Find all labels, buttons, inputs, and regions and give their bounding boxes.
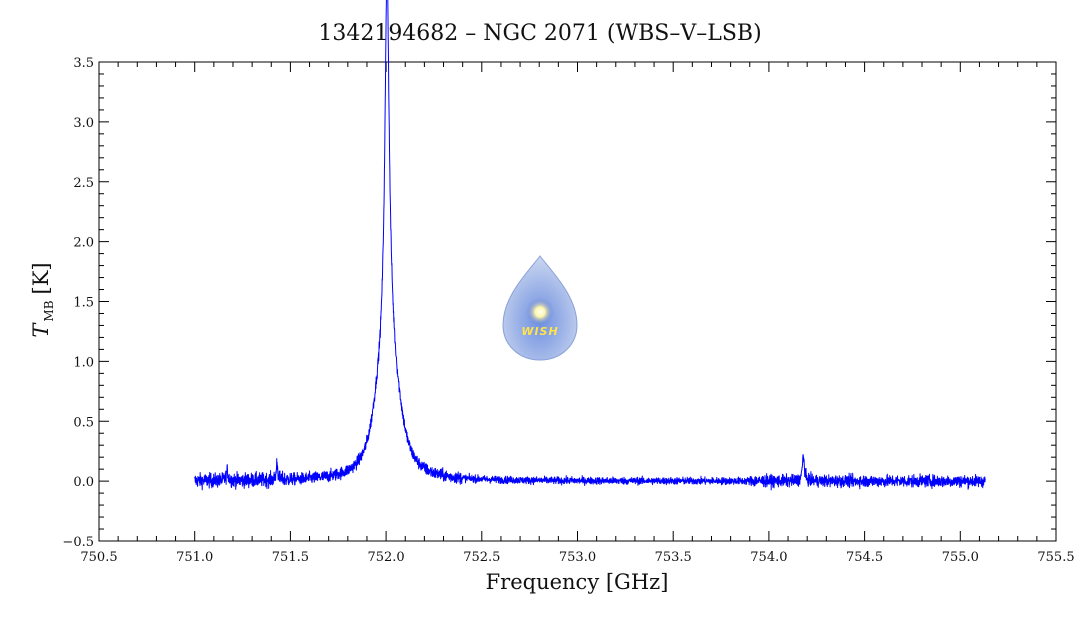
x-tick-label: 755.0 xyxy=(942,550,979,565)
x-tick-label: 753.0 xyxy=(559,550,596,565)
plot-frame xyxy=(98,61,1057,542)
x-tick-label: 750.5 xyxy=(80,550,117,565)
x-tick-label: 752.5 xyxy=(463,550,500,565)
y-tick-label: 1.0 xyxy=(73,355,94,370)
y-tick-label: 2.0 xyxy=(73,236,94,251)
x-tick-label: 752.0 xyxy=(367,550,404,565)
logo-wordmark: WISH xyxy=(521,325,558,338)
y-axis-label: TMB [K] xyxy=(29,262,56,337)
chart-title: 1342194682 – NGC 2071 (WBS–V–LSB) xyxy=(318,21,761,46)
y-tick-labels: −0.5 0.0 0.5 1.0 1.5 2.0 2.5 3.0 3.5 xyxy=(62,56,94,550)
x-tick-labels: 750.5 751.0 751.5 752.0 752.5 753.0 753.5 754.0… xyxy=(80,550,1074,565)
star-glow-icon xyxy=(526,298,554,326)
x-tick-label: 753.5 xyxy=(655,550,692,565)
y-tick-label: 3.0 xyxy=(73,116,94,131)
y-tick-label: 2.5 xyxy=(73,176,94,191)
y-tick-label: 3.5 xyxy=(73,56,94,71)
y-axis-label-unit: [K] xyxy=(29,262,53,294)
y-tick-label: 0.0 xyxy=(73,475,94,490)
x-tick-label: 755.5 xyxy=(1037,550,1074,565)
y-axis-label-symbol: T xyxy=(29,322,53,338)
x-tick-label: 754.5 xyxy=(846,550,883,565)
y-tick-label: −0.5 xyxy=(62,535,94,550)
x-tick-label: 754.0 xyxy=(750,550,787,565)
y-tick-label: 1.5 xyxy=(73,296,94,311)
x-tick-label: 751.5 xyxy=(272,550,309,565)
y-axis-label-subscript: MB xyxy=(42,300,56,321)
svg-text:TMB[K]: TMB [K] xyxy=(29,262,56,337)
y-tick-label: 0.5 xyxy=(73,415,94,430)
x-axis-label: Frequency [GHz] xyxy=(486,570,669,594)
axis-ticks xyxy=(98,61,1057,542)
x-tick-label: 751.0 xyxy=(176,550,213,565)
spectrum-series-line xyxy=(194,0,986,491)
watermark-logo: WISH xyxy=(502,255,578,361)
